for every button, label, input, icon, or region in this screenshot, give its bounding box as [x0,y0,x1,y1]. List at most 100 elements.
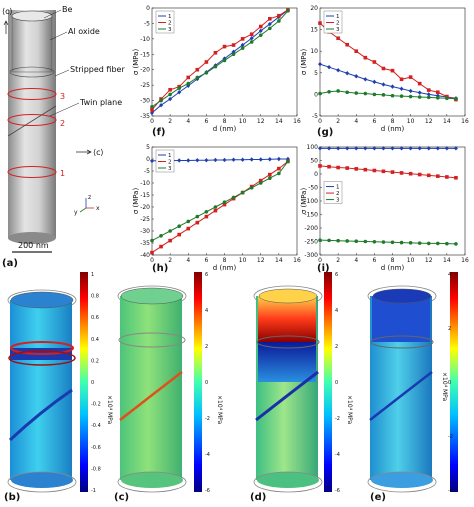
data-point [372,168,377,173]
data-point [354,167,359,171]
colorbar-tick-label-e: -4 [448,488,453,494]
data-point [354,146,359,151]
y-tick-label: -10 [140,180,150,187]
data-point [213,157,218,163]
x-tick-label: 12 [425,257,433,264]
data-point [150,108,154,112]
panel-label-f: (f) [152,127,166,138]
data-point [177,224,181,228]
colorbar-tick-label-d: 4 [335,308,338,314]
data-point [372,146,377,151]
data-point [363,55,368,60]
data-point [436,174,440,178]
data-point [240,37,245,41]
be-label: Be [62,5,72,14]
data-point [372,79,377,85]
series-line-1 [151,9,289,114]
data-point [186,226,191,231]
data-point [426,241,431,246]
data-point [345,146,350,151]
data-point [249,36,254,41]
y-tick-label: 10 [310,48,318,55]
data-point [195,67,200,72]
data-point [381,93,386,97]
data-point [390,146,395,151]
y-tick-label: 15 [310,27,318,34]
data-point [240,157,245,162]
y-axis-label: σ (MPa) [300,49,308,76]
data-point [204,214,209,219]
x-tick-label: 4 [354,257,358,264]
y-tick-label: -30 [140,98,150,105]
y-tick-label: 50 [310,158,318,165]
y-tick-label: 0 [314,91,318,98]
y-axis-label: σ (MPa) [132,49,140,76]
x-tick-label: 0 [150,118,154,125]
data-point [285,156,290,162]
y-tick-label: -10 [140,36,150,43]
data-point [408,75,413,79]
colorbar-tick-label-d: 6 [335,272,338,278]
panel-label-g: (g) [317,127,333,138]
y-tick-label: -35 [140,240,150,247]
y-tick-label: -35 [140,113,150,120]
x-tick-label: 16 [461,118,469,125]
data-point [277,19,281,23]
data-point [195,220,200,225]
legend-entry: 1 [168,14,172,20]
colorbar-tick-label-b: 0.4 [91,337,99,343]
c-axis-label-side: ⟨c⟩ [93,148,104,157]
data-point [204,71,209,75]
y-tick-label: 5 [314,70,318,77]
colorbar-tick-label-d: -2 [335,416,340,422]
x-tick-label: 16 [293,257,301,264]
y-tick-label: -25 [140,216,150,223]
data-point [222,157,227,163]
data-point [426,95,431,100]
data-point [336,165,340,170]
chart-i: 0 2 4 6 8 10 12 14 16100500-50-100-150-200-250-3… [300,144,469,272]
axis-x-label: x [96,205,100,212]
y-axis-label: σ (MPa) [300,188,308,215]
y-tick-label: -5 [144,168,150,175]
data-point [213,205,218,209]
x-tick-label: 10 [239,257,247,264]
data-point [318,146,322,151]
y-tick-label: -15 [140,192,150,199]
colorbar-tick-label-d: -4 [335,452,340,458]
y-tick-label: 0 [146,5,150,12]
colorbar-tick-label-b: 0.8 [91,294,99,300]
data-point [240,190,245,195]
data-point [435,93,440,98]
data-point [231,52,236,57]
panel-label-i: (i) [317,263,330,274]
data-point [268,176,272,180]
data-point [159,234,163,238]
y-tick-label: -250 [304,239,318,246]
series-line-3 [319,90,456,100]
data-point [381,82,386,87]
colorbar-tick-label-c: 4 [205,308,208,314]
data-point [408,94,413,99]
colorbar-tick-label-b: -0.8 [91,466,101,472]
ring-label-1: 1 [60,169,65,178]
data-point [249,157,254,162]
x-tick-label: 2 [168,257,172,264]
colorbar-d [324,272,332,492]
x-tick-label: 16 [461,257,469,264]
data-point [399,94,404,98]
data-point [336,68,341,73]
data-point [318,61,322,67]
ring-3 [7,88,57,100]
ring-label-2: 2 [60,119,65,128]
plot-frame-i [319,146,466,256]
data-point [408,241,413,245]
data-point [222,58,227,63]
data-point [444,146,449,151]
data-point [177,86,181,91]
data-point [277,166,281,171]
x-tick-label: 10 [239,118,247,125]
stripped-fiber-label: Stripped fiber [70,65,125,74]
data-point [363,167,368,172]
